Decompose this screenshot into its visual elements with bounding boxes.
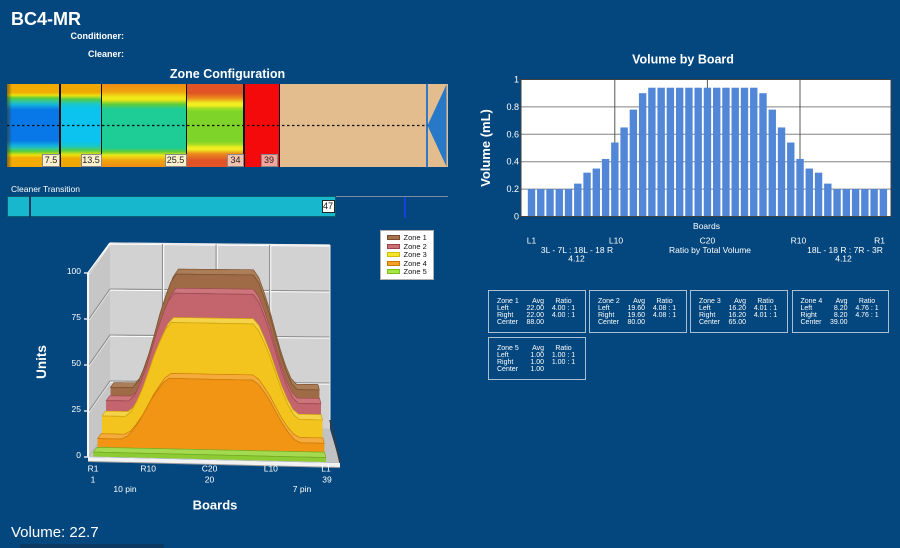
svg-text:Boards: Boards [193,498,238,513]
svg-text:0: 0 [514,212,519,222]
svg-text:10 pin: 10 pin [113,484,136,494]
svg-text:Volume by Board: Volume by Board [632,53,734,67]
svg-text:Units: Units [34,345,49,379]
svg-text:R10: R10 [791,236,807,246]
svg-text:1: 1 [514,75,519,85]
svg-text:7 pin: 7 pin [293,484,312,494]
svg-text:4.12: 4.12 [568,254,585,264]
svg-text:R1: R1 [88,464,99,474]
svg-text:39: 39 [322,475,332,485]
svg-text:0.8: 0.8 [506,102,519,112]
svg-text:18L - 18 R : 7R - 3R: 18L - 18 R : 7R - 3R [807,245,883,255]
svg-text:C20: C20 [700,236,716,246]
svg-text:L1: L1 [321,464,331,474]
svg-text:1: 1 [91,475,96,485]
svg-text:R10: R10 [140,464,156,474]
svg-text:0.2: 0.2 [506,184,519,194]
svg-text:Boards: Boards [693,221,720,231]
svg-text:Ratio by Total Volume: Ratio by Total Volume [669,245,751,255]
svg-text:L1: L1 [527,236,537,246]
svg-text:0.6: 0.6 [506,129,519,139]
svg-text:50: 50 [72,358,82,368]
svg-text:25: 25 [72,404,82,414]
svg-text:L10: L10 [609,236,623,246]
svg-text:0.4: 0.4 [506,157,519,167]
svg-text:L10: L10 [264,464,278,474]
svg-text:3L - 7L : 18L - 18 R: 3L - 7L : 18L - 18 R [541,245,613,255]
svg-text:75: 75 [72,312,82,322]
svg-text:C20: C20 [202,464,218,474]
svg-text:4.12: 4.12 [835,254,852,264]
svg-text:R1: R1 [874,236,885,246]
svg-text:Volume (mL): Volume (mL) [478,109,493,187]
svg-text:20: 20 [205,475,215,485]
svg-text:100: 100 [67,266,81,276]
svg-text:0: 0 [76,450,81,460]
